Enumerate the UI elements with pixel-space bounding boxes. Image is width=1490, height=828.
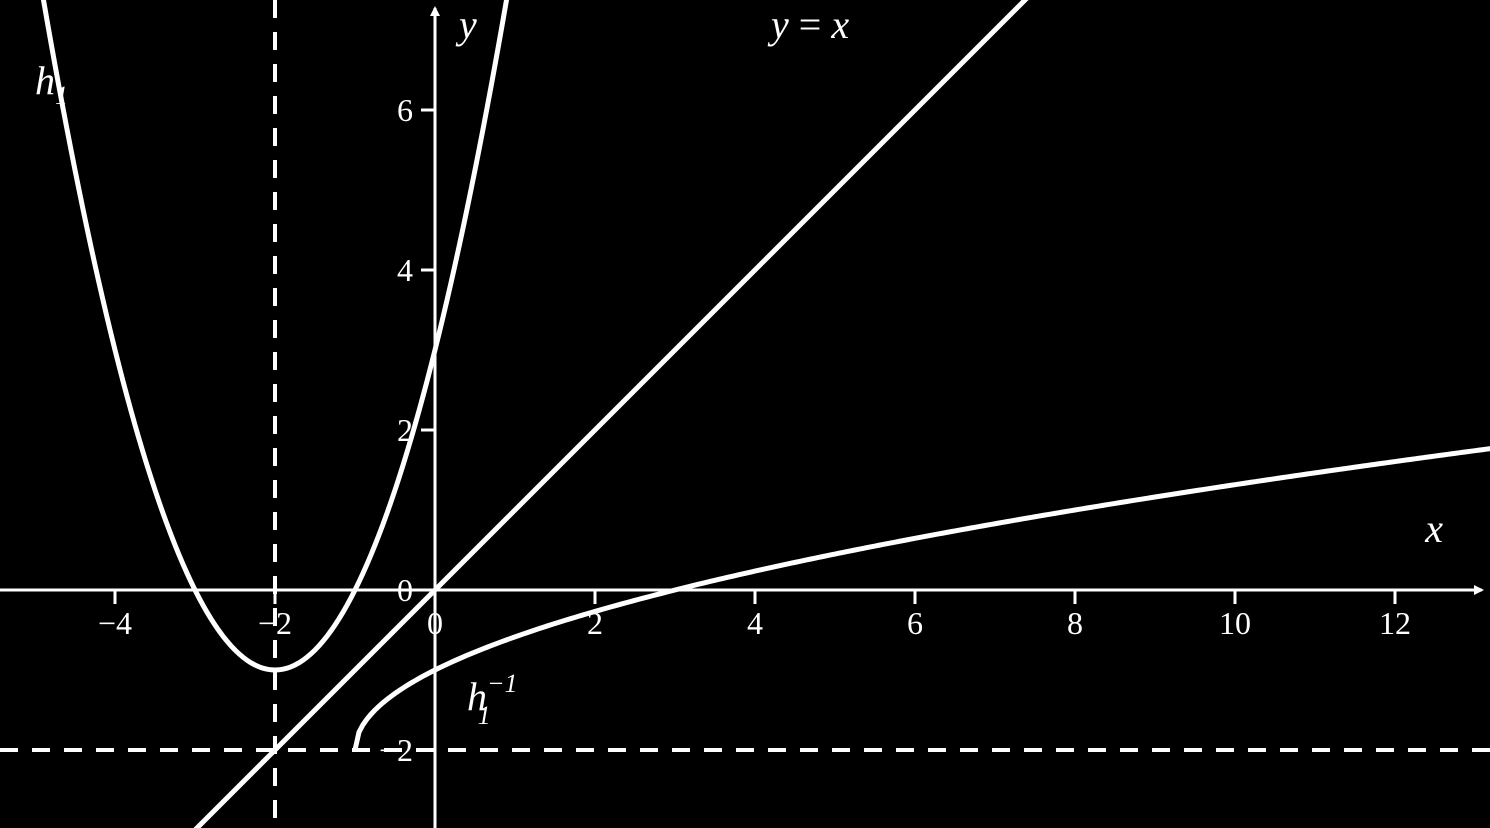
svg-text:−4: −4 <box>98 605 132 641</box>
svg-text:6: 6 <box>907 605 923 641</box>
svg-text:0: 0 <box>397 572 413 608</box>
svg-text:12: 12 <box>1379 605 1411 641</box>
x-axis-label: x <box>1424 506 1443 551</box>
svg-text:4: 4 <box>397 252 413 288</box>
svg-text:10: 10 <box>1219 605 1251 641</box>
label-h1-inverse: h−11 <box>467 669 516 730</box>
function-inverse-chart: −4−20246810120246−2 x y h1 y = x h−11 <box>0 0 1490 828</box>
svg-text:−2: −2 <box>379 732 413 768</box>
svg-text:−2: −2 <box>258 605 292 641</box>
curve-identity <box>195 0 1027 828</box>
svg-text:8: 8 <box>1067 605 1083 641</box>
svg-text:4: 4 <box>747 605 763 641</box>
label-identity: y = x <box>767 2 849 47</box>
y-axis-label: y <box>455 2 477 47</box>
svg-text:6: 6 <box>397 92 413 128</box>
curve-h1 <box>3 0 519 670</box>
curve-h1-inverse <box>355 449 1490 750</box>
svg-text:0: 0 <box>427 605 443 641</box>
label-h1: h1 <box>35 58 68 110</box>
